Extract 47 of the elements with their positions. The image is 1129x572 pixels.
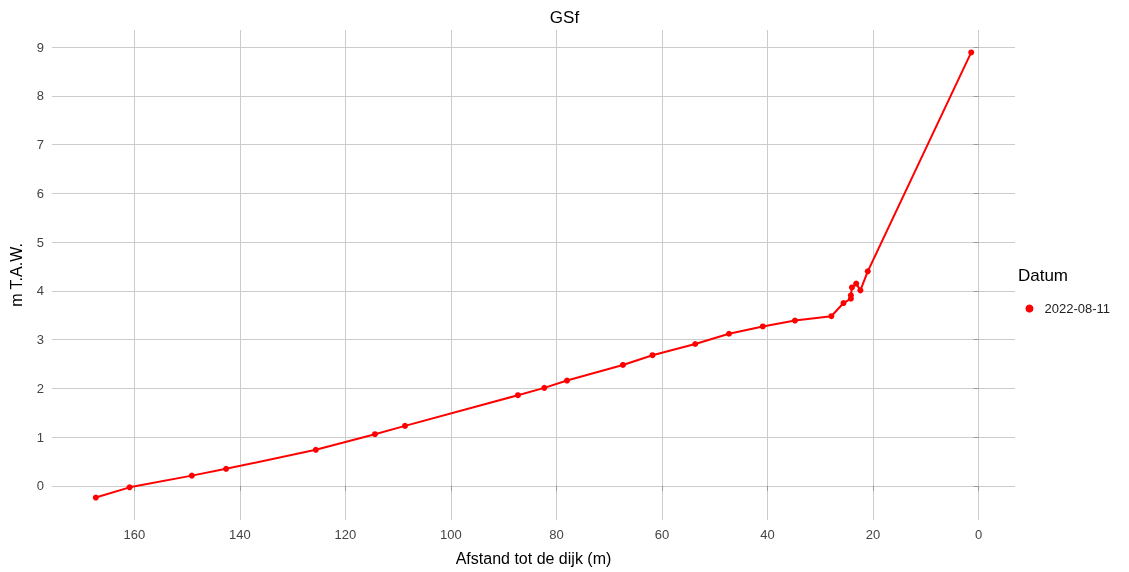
y-tick-label: 0 <box>36 478 44 494</box>
point <box>514 392 521 399</box>
point <box>619 361 626 368</box>
point <box>188 472 195 479</box>
y-tick-label: 2 <box>36 380 44 396</box>
point <box>126 484 133 491</box>
y-axis-title: m T.A.W. <box>7 243 25 307</box>
x-tick-label: 160 <box>123 527 146 542</box>
point <box>968 49 975 56</box>
chart-title: GSf <box>549 8 580 27</box>
x-tick-label: 80 <box>549 527 564 542</box>
point <box>791 317 798 324</box>
x-tick-label: 60 <box>654 527 670 542</box>
point <box>857 287 864 294</box>
point <box>371 431 378 438</box>
x-tick-label: 100 <box>440 527 462 542</box>
point <box>726 330 732 337</box>
x-tick-label: 140 <box>229 527 251 542</box>
point <box>92 494 99 501</box>
y-tick-label: 4 <box>36 283 44 299</box>
x-tick-label: 120 <box>334 527 357 542</box>
y-tick-label: 1 <box>36 429 44 445</box>
point <box>864 268 871 275</box>
y-tick-label: 5 <box>36 234 44 250</box>
x-tick-label: 0 <box>974 527 983 542</box>
point <box>564 377 571 384</box>
point <box>649 352 656 359</box>
point <box>848 284 855 291</box>
point <box>402 422 409 429</box>
x-tick-label: 20 <box>865 527 881 542</box>
point <box>828 313 835 320</box>
point <box>840 300 847 307</box>
point <box>759 323 766 330</box>
point <box>541 384 548 391</box>
x-tick-label: 40 <box>760 527 775 542</box>
point <box>853 280 860 287</box>
point <box>223 465 230 472</box>
y-tick-label: 9 <box>36 39 44 55</box>
y-tick-label: 8 <box>36 88 44 104</box>
x-axis-title: Afstand tot de dijk (m) <box>455 549 612 567</box>
point <box>312 446 319 453</box>
legend-title: Datum <box>1017 266 1069 285</box>
y-tick-label: 6 <box>36 185 44 201</box>
y-tick-label: 7 <box>36 137 44 153</box>
legend-label: 2022-08-11 <box>1044 301 1111 316</box>
y-tick-label: 3 <box>36 332 44 348</box>
point <box>692 340 699 347</box>
